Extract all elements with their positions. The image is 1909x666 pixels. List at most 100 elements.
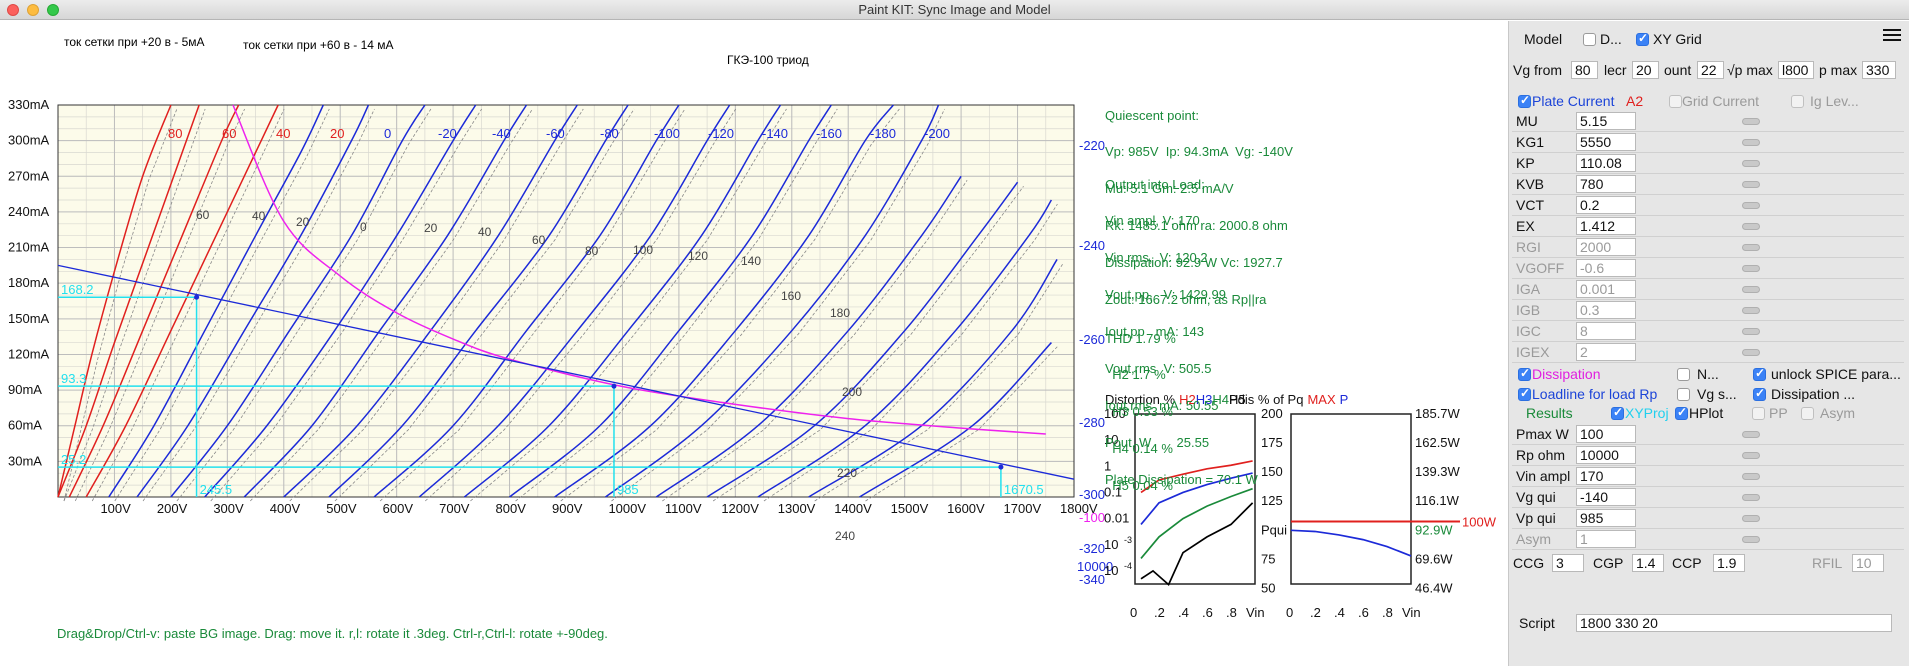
count-input[interactable]: 22 xyxy=(1697,61,1724,79)
hplot-checkbox[interactable] xyxy=(1675,405,1688,420)
distortion-title-part: H3 xyxy=(1196,392,1213,407)
param-input[interactable]: -0.6 xyxy=(1576,259,1636,277)
ig-lev-checkbox[interactable] xyxy=(1791,95,1804,108)
param-slider[interactable] xyxy=(1648,133,1906,153)
info-line: H2 1.7 % xyxy=(1105,367,1166,383)
row-divider xyxy=(1512,131,1904,132)
param-slider[interactable] xyxy=(1648,322,1906,342)
param-input[interactable]: 0.3 xyxy=(1576,301,1636,319)
dissipation2-checkbox[interactable] xyxy=(1753,386,1766,401)
pdis-x-tick: 0 xyxy=(1286,605,1293,620)
vg-s-checkbox[interactable] xyxy=(1677,388,1690,401)
param-slider[interactable] xyxy=(1648,154,1906,174)
slider-knob[interactable] xyxy=(1742,244,1760,251)
param-slider[interactable] xyxy=(1648,112,1906,132)
slider-knob[interactable] xyxy=(1742,223,1760,230)
slider-knob[interactable] xyxy=(1742,307,1760,314)
grid-current-checkbox[interactable] xyxy=(1669,95,1682,108)
dissipation-checkbox[interactable] xyxy=(1518,366,1531,381)
load-param-slider[interactable] xyxy=(1648,446,1906,466)
param-label: IGA xyxy=(1516,281,1541,297)
load-param-input[interactable]: -140 xyxy=(1576,488,1636,506)
plate-curves-plot[interactable]: 330mA 300mA 270mA 240mA 210mA 180mA 150mA 120mA… xyxy=(0,21,1505,666)
load-param-slider[interactable] xyxy=(1648,488,1906,508)
maximize-window-button[interactable] xyxy=(47,4,59,16)
cgp-input[interactable]: 1.4 xyxy=(1632,554,1664,572)
slider-knob[interactable] xyxy=(1742,265,1760,272)
pdis-y-tick-right: 162.5W xyxy=(1415,435,1461,450)
slider-knob[interactable] xyxy=(1742,494,1760,501)
load-param-slider[interactable] xyxy=(1648,425,1906,445)
slider-knob[interactable] xyxy=(1742,139,1760,146)
close-window-button[interactable] xyxy=(7,4,19,16)
param-slider[interactable] xyxy=(1648,217,1906,237)
slider-knob[interactable] xyxy=(1742,431,1760,438)
slider-knob[interactable] xyxy=(1742,160,1760,167)
xy-grid-checkbox[interactable] xyxy=(1636,31,1649,46)
plate-current-checkbox[interactable] xyxy=(1518,93,1531,108)
n-checkbox[interactable] xyxy=(1677,368,1690,381)
loadline-checkbox[interactable] xyxy=(1518,386,1531,401)
curve-grid-voltage-label: 20 xyxy=(330,126,344,141)
vg-from-input[interactable]: 80 xyxy=(1571,61,1598,79)
load-param-label: Vg qui xyxy=(1516,489,1556,505)
param-slider[interactable] xyxy=(1648,259,1906,279)
param-slider[interactable] xyxy=(1648,196,1906,216)
param-input[interactable]: 2000 xyxy=(1576,238,1636,256)
xyproj-checkbox[interactable] xyxy=(1611,405,1624,420)
asym-checkbox[interactable] xyxy=(1801,407,1814,420)
slider-knob[interactable] xyxy=(1742,536,1760,543)
load-param-input[interactable]: 10000 xyxy=(1576,446,1636,464)
param-slider[interactable] xyxy=(1648,343,1906,363)
param-input[interactable]: 780 xyxy=(1576,175,1636,193)
param-slider[interactable] xyxy=(1648,301,1906,321)
vp-max-input[interactable]: l800 xyxy=(1778,61,1814,79)
slider-knob[interactable] xyxy=(1742,118,1760,125)
bg-scan-curve xyxy=(142,108,375,502)
hamburger-menu-icon[interactable] xyxy=(1883,29,1901,43)
ccp-input[interactable]: 1.9 xyxy=(1713,554,1745,572)
ccg-input[interactable]: 3 xyxy=(1552,554,1584,572)
slider-knob[interactable] xyxy=(1742,349,1760,356)
distortion-chart-frame xyxy=(1134,413,1256,585)
script-input[interactable]: 1800 330 20 xyxy=(1576,614,1892,632)
param-input[interactable]: 5550 xyxy=(1576,133,1636,151)
slider-knob[interactable] xyxy=(1742,515,1760,522)
bg-scan-curve-label: 60 xyxy=(196,208,210,222)
load-param-input[interactable]: 1 xyxy=(1576,530,1636,548)
slider-knob[interactable] xyxy=(1742,328,1760,335)
slider-knob[interactable] xyxy=(1742,181,1760,188)
plot-area[interactable]: 330mA 300mA 270mA 240mA 210mA 180mA 150mA 120mA… xyxy=(0,21,1505,666)
slider-knob[interactable] xyxy=(1742,286,1760,293)
slider-knob[interactable] xyxy=(1742,473,1760,480)
load-param-slider[interactable] xyxy=(1648,509,1906,529)
rfil-input[interactable]: 10 xyxy=(1852,554,1884,572)
slider-knob[interactable] xyxy=(1742,202,1760,209)
param-input[interactable]: 110.08 xyxy=(1576,154,1636,172)
param-input[interactable]: 1.412 xyxy=(1576,217,1636,235)
param-slider[interactable] xyxy=(1648,175,1906,195)
param-slider[interactable] xyxy=(1648,280,1906,300)
curve-grid-voltage-label: -20 xyxy=(438,126,457,141)
ip-max-input[interactable]: 330 xyxy=(1862,61,1896,79)
minimize-window-button[interactable] xyxy=(27,4,39,16)
param-slider[interactable] xyxy=(1648,238,1906,258)
param-input[interactable]: 5.15 xyxy=(1576,112,1636,130)
decr-input[interactable]: 20 xyxy=(1632,61,1659,79)
param-input[interactable]: 8 xyxy=(1576,322,1636,340)
param-input[interactable]: 0.2 xyxy=(1576,196,1636,214)
load-param-input[interactable]: 100 xyxy=(1576,425,1636,443)
pdis-y-tick-right: 116.1W xyxy=(1415,493,1460,508)
pp-checkbox[interactable] xyxy=(1752,407,1765,420)
load-param-input[interactable]: 985 xyxy=(1576,509,1636,527)
param-input[interactable]: 2 xyxy=(1576,343,1636,361)
slider-knob[interactable] xyxy=(1742,452,1760,459)
load-param-input[interactable]: 170 xyxy=(1576,467,1636,485)
ip-max-label: p max xyxy=(1819,62,1858,78)
load-param-slider[interactable] xyxy=(1648,467,1906,487)
load-param-slider[interactable] xyxy=(1648,530,1906,550)
unlock-spice-checkbox[interactable] xyxy=(1753,366,1766,381)
y-axis-label: 210mA xyxy=(8,240,50,255)
d-checkbox[interactable] xyxy=(1583,33,1596,46)
param-input[interactable]: 0.001 xyxy=(1576,280,1636,298)
